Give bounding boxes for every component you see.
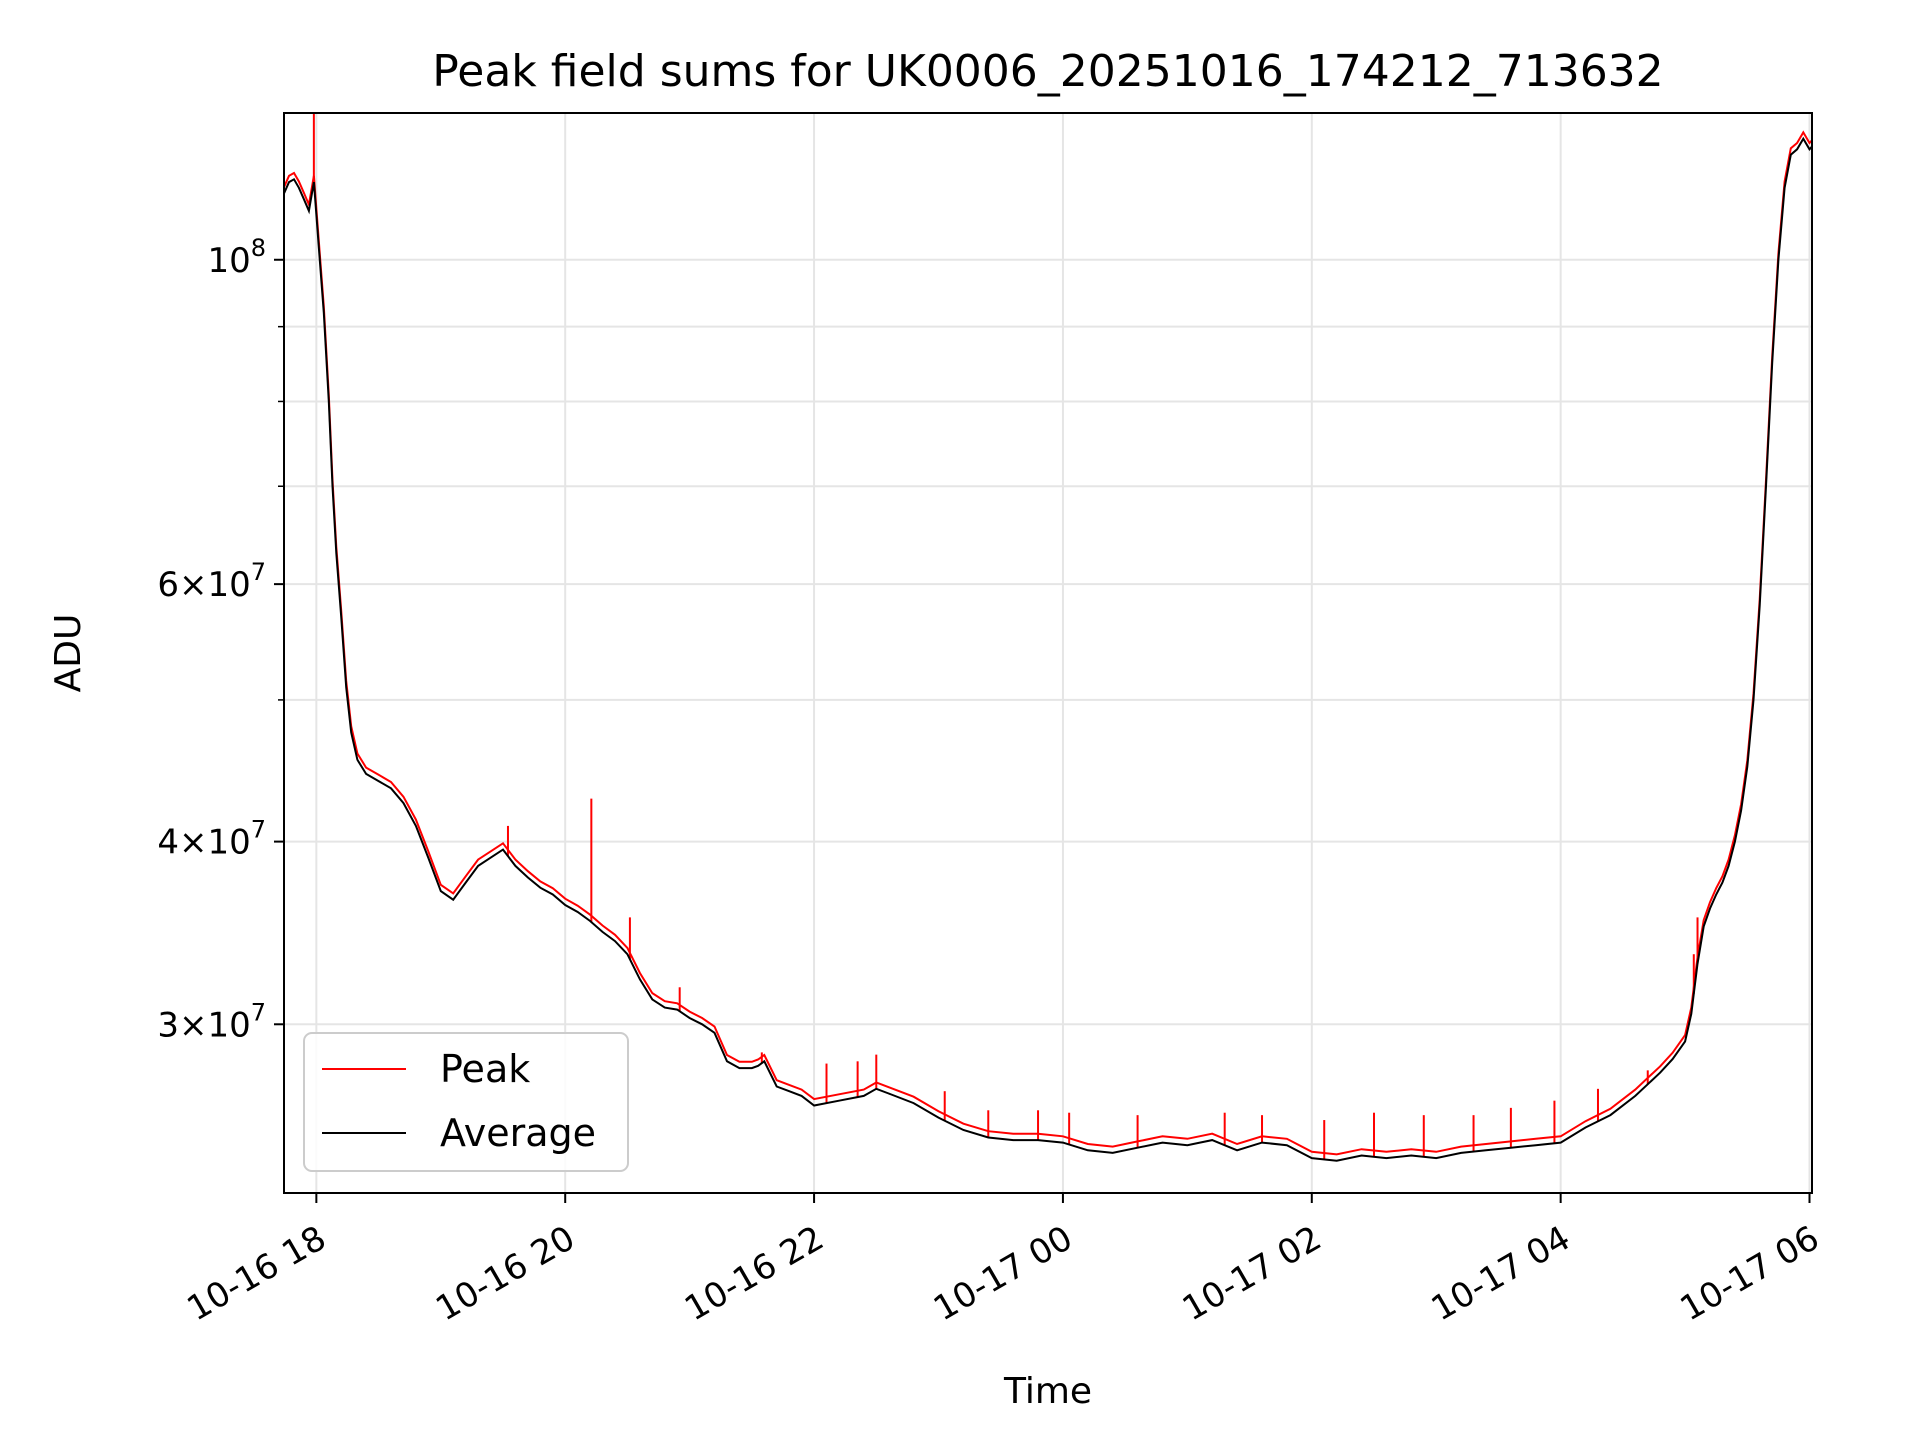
grid-lines [284, 113, 1812, 1193]
y-axis-label: ADU [48, 614, 89, 693]
axes-frame [283, 112, 1813, 1194]
y-tick-exponent: 7 [251, 558, 266, 586]
y-tick-exponent: 7 [251, 816, 266, 844]
y-tick-label: 6×107 [157, 558, 266, 605]
y-tick-base: 4×10 [157, 823, 250, 863]
legend-box [303, 1032, 629, 1172]
y-tick-label: 4×107 [157, 816, 266, 863]
y-tick-base: 10 [207, 241, 250, 281]
series-average-line [283, 136, 1813, 1162]
y-tick-label: 3×107 [157, 998, 266, 1045]
y-tick-exponent: 7 [251, 998, 266, 1026]
x-axis-label: Time [1003, 1371, 1092, 1412]
y-tick-base: 6×10 [157, 565, 250, 605]
chart-title: Peak field sums for UK0006_20251016_1742… [432, 46, 1663, 97]
legend: Peak Average [303, 1032, 629, 1172]
legend-label-average: Average [440, 1111, 596, 1155]
plot-series [283, 113, 1813, 1162]
y-tick-exponent: 8 [251, 234, 266, 262]
legend-label-peak: Peak [440, 1047, 530, 1091]
y-tick-label: 108 [207, 234, 266, 281]
y-tick-base: 3×10 [157, 1005, 250, 1045]
